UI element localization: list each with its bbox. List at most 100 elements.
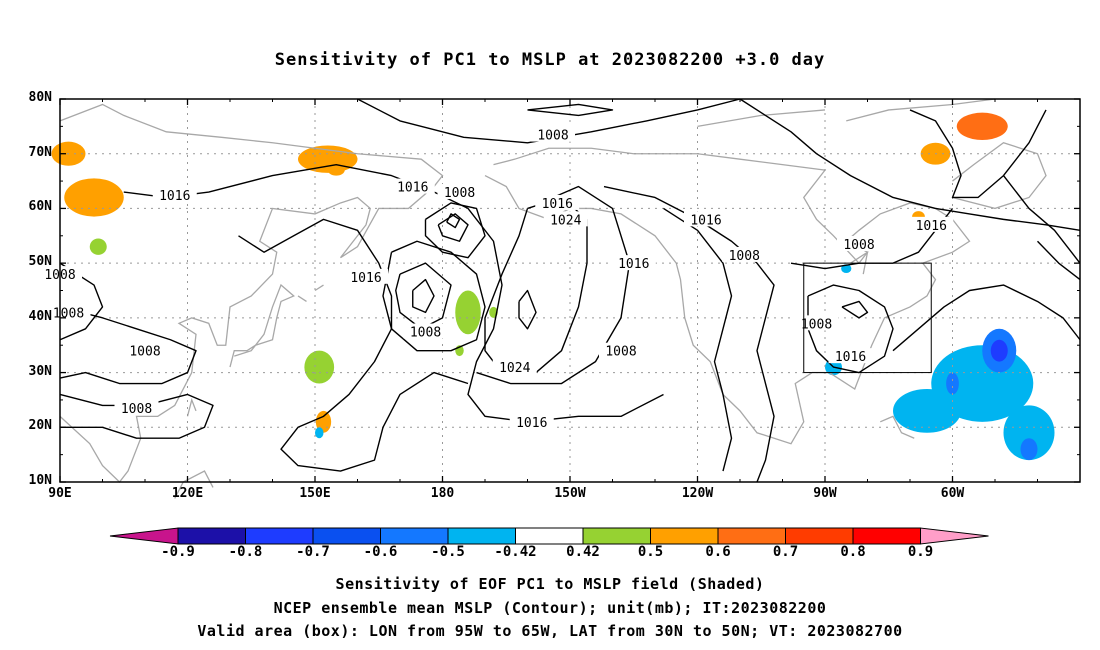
colorbar-high-end <box>920 527 989 545</box>
colorbar-segment <box>650 527 719 545</box>
colorbar-label: 0.9 <box>907 544 934 560</box>
sensitivity-core <box>85 193 103 207</box>
contour-label-bg <box>403 323 448 339</box>
isobar <box>59 306 197 385</box>
sensitivity-core <box>327 164 345 176</box>
colorbar-low-end <box>109 527 179 545</box>
contour-label-bg <box>390 178 435 194</box>
coastline <box>850 250 869 275</box>
contour-label: 1008 <box>53 306 84 321</box>
lon-label: 150E <box>299 486 331 501</box>
colorbar-label: 0.6 <box>705 544 731 560</box>
contour-label-bg <box>123 342 167 358</box>
contour-label: 1008 <box>444 186 475 201</box>
contour-label-bg <box>684 211 728 227</box>
isobar <box>1036 240 1081 281</box>
contour-label-bg <box>114 400 159 416</box>
isobar <box>807 284 894 374</box>
map-title: Sensitivity of PC1 to MSLP at 2023082200… <box>274 50 826 70</box>
colorbar-label: -0.8 <box>228 544 263 560</box>
lat-label: 40N <box>28 308 52 324</box>
contour-label-bg <box>535 194 580 210</box>
colorbar-segment <box>447 527 516 545</box>
sensitivity-patch <box>315 427 324 439</box>
contour-label: 1016 <box>159 189 190 204</box>
isobar <box>476 185 631 385</box>
lon-label: 60W <box>940 486 965 501</box>
isobar <box>518 289 537 330</box>
contour-label: 1016 <box>618 257 649 272</box>
colorbar-segment <box>852 527 921 545</box>
contour-label: 1008 <box>410 326 441 341</box>
lon-label: 120W <box>681 486 714 501</box>
isobar <box>382 240 486 352</box>
axis-ticks <box>59 98 1080 483</box>
sensitivity-patch <box>455 290 481 335</box>
contour-label-bg <box>837 235 881 251</box>
coastlines <box>59 98 1047 499</box>
contour-label: 1016 <box>690 213 721 228</box>
coastline <box>186 397 197 417</box>
contour-label-bg <box>531 126 575 142</box>
colorbar-label: -0.5 <box>431 544 465 560</box>
isobar <box>892 284 1081 352</box>
caption-contour: NCEP ensemble mean MSLP (Contour); unit(… <box>273 599 827 617</box>
lat-label: 70N <box>28 144 52 160</box>
colorbar-segment <box>582 527 651 545</box>
colorbar-label: 0.7 <box>772 544 799 560</box>
lon-label: 180 <box>430 486 455 501</box>
contour-label: 1024 <box>550 213 581 228</box>
contour-label-bg <box>794 315 839 331</box>
contour-label-bg <box>909 216 954 232</box>
lat-label: 80N <box>28 90 52 105</box>
contour-label-bg <box>437 184 482 200</box>
contour-label: 1016 <box>542 197 573 212</box>
isobar <box>412 278 435 314</box>
contour-label-bg <box>543 211 588 227</box>
isobar <box>424 202 486 259</box>
sensitivity-core <box>990 339 1008 362</box>
lat-label: 10N <box>28 473 52 488</box>
contour-label: 1016 <box>916 219 947 234</box>
coastline <box>879 415 915 439</box>
valid-area-box <box>803 262 932 374</box>
coastline <box>174 470 214 499</box>
contour-label-bg <box>828 348 873 364</box>
contour-label-bg <box>722 246 767 262</box>
colorbar-label: 0.42 <box>566 544 600 560</box>
coastline <box>59 103 444 483</box>
colorbar-segment <box>177 527 246 545</box>
isobar <box>1002 175 1081 264</box>
lon-label: 150W <box>554 486 586 501</box>
sensitivity-patch <box>304 350 335 384</box>
isobar <box>395 262 452 330</box>
contour-label: 1016 <box>516 416 547 431</box>
contour-label: 1008 <box>843 238 874 253</box>
colorbar-segment <box>785 527 854 545</box>
isobar <box>123 163 664 423</box>
colorbar-label: 0.5 <box>637 544 664 560</box>
contour-label-bg <box>152 186 197 202</box>
lat-label: 30N <box>28 363 52 379</box>
lon-label: 90E <box>48 486 72 501</box>
colorbar-label: 0.8 <box>840 544 866 560</box>
colorbar-label: -0.9 <box>161 544 195 560</box>
sensitivity-patch <box>1003 405 1055 461</box>
isobar <box>238 218 469 472</box>
lon-label: 120E <box>171 486 204 501</box>
colorbar-label: -0.42 <box>494 544 537 560</box>
coastline <box>952 142 1047 210</box>
lon-label: 90W <box>813 486 837 501</box>
colorbar-segment <box>717 527 786 545</box>
contour-label-bg <box>611 255 656 271</box>
sensitivity-patch <box>893 388 961 433</box>
sensitivity-core <box>1020 438 1038 461</box>
colorbar-label: -0.6 <box>363 544 398 560</box>
contour-label-bg <box>344 268 388 284</box>
colorbar <box>109 527 989 545</box>
isobar <box>446 213 461 229</box>
isobar <box>59 262 104 341</box>
coastline <box>314 284 324 292</box>
isobar <box>739 98 1081 232</box>
lat-label: 50N <box>28 254 52 270</box>
